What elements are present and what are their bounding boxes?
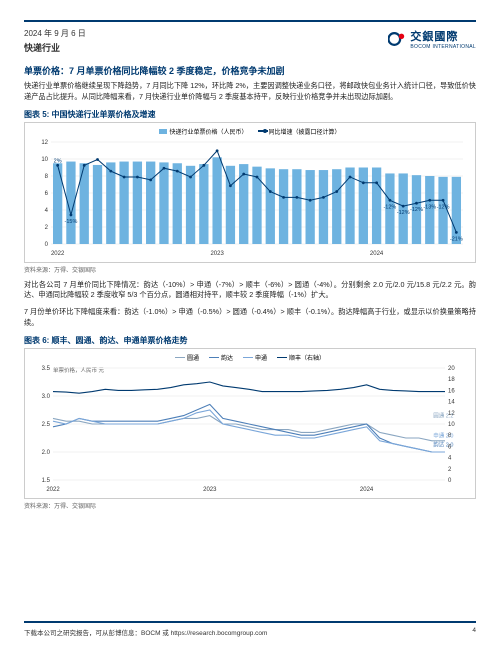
- logo-cn: 交銀國際: [410, 28, 458, 44]
- svg-text:4: 4: [448, 455, 452, 461]
- chart6-source: 资料来源：万得、交银国际: [24, 501, 476, 510]
- para-2: 对比各公司 7 月单价同比下降情况：韵达（-10%）> 申通（-7%）> 顺丰（…: [24, 280, 476, 302]
- para-1: 快递行业单票价格继续呈现下降趋势，7 月同比下降 12%，环比降 2%，主要因调…: [24, 81, 476, 103]
- page: 2024 年 9 月 6 日 快递行业 交銀國際 BOCOM INTERNATI…: [0, 0, 500, 647]
- svg-text:申通 2.0: 申通 2.0: [433, 431, 453, 439]
- svg-text:3.0: 3.0: [42, 394, 51, 400]
- section-title: 单票价格：7 月单票价格同比降幅较 2 季度稳定，价格竞争未加剧: [24, 64, 476, 77]
- chart5-legend-line: 同比增速（披露口径计算）: [258, 127, 341, 136]
- svg-text:-12%: -12%: [397, 210, 410, 216]
- svg-text:圆通 2.2: 圆通 2.2: [433, 411, 453, 419]
- logo: 交銀國際 BOCOM INTERNATIONAL: [388, 28, 476, 50]
- svg-text:-21%: -21%: [450, 236, 463, 242]
- chart5-source: 资料来源：万得、交银国际: [24, 265, 476, 274]
- svg-text:2023: 2023: [210, 251, 224, 257]
- chart5-title: 图表 5: 中国快递行业单票价格及增速: [24, 109, 476, 120]
- svg-text:14: 14: [448, 399, 455, 405]
- chart5-svg: 0246810122%-15%-12%-12%-12%-13%-12%-21%2…: [29, 138, 469, 258]
- svg-text:10: 10: [41, 157, 48, 163]
- footer-text: 下载本公司之研究报告，可从彭博信息：BOCM 或 https://researc…: [24, 627, 267, 637]
- svg-text:0: 0: [45, 242, 49, 248]
- chart6-legend-yd: 韵达: [209, 353, 233, 362]
- chart5-legend: 快递行业单票价格（人民币） 同比增速（披露口径计算）: [29, 127, 471, 136]
- svg-text:3.5: 3.5: [42, 366, 51, 372]
- chart5-legend-bar: 快递行业单票价格（人民币）: [159, 127, 247, 136]
- para-3: 7 月份单价环比下降幅度来看：韵达（-1.0%）> 申通（-0.5%）> 圆通（…: [24, 307, 476, 329]
- svg-text:2.0: 2.0: [42, 450, 51, 456]
- svg-text:2: 2: [45, 225, 49, 231]
- svg-text:2024: 2024: [360, 487, 374, 493]
- svg-text:韵达 2.0: 韵达 2.0: [433, 440, 453, 448]
- svg-text:12: 12: [41, 140, 48, 146]
- svg-text:2022: 2022: [51, 251, 65, 257]
- svg-text:2%: 2%: [54, 158, 62, 164]
- chart6-legend-sf: 顺丰（右轴）: [277, 353, 325, 362]
- chart6-title: 图表 6: 顺丰、圆通、韵达、申通单票价格走势: [24, 335, 476, 346]
- svg-text:-15%: -15%: [65, 218, 78, 224]
- chart6-box: 圆通 韵达 申通 顺丰（右轴） 单票价格，人民币 元 1.5 2.0 2.5 3.0 3.…: [24, 348, 476, 499]
- svg-text:8: 8: [45, 174, 49, 180]
- logo-en: BOCOM INTERNATIONAL: [410, 44, 476, 50]
- svg-text:6: 6: [45, 191, 49, 197]
- svg-text:-12%: -12%: [383, 204, 396, 210]
- svg-text:-12%: -12%: [437, 204, 450, 210]
- page-number: 4: [472, 627, 476, 637]
- header: 2024 年 9 月 6 日 快递行业 交銀國際 BOCOM INTERNATI…: [24, 20, 476, 54]
- svg-text:10: 10: [448, 422, 455, 428]
- svg-text:单票价格，人民币 元: 单票价格，人民币 元: [53, 366, 105, 374]
- svg-text:2: 2: [448, 467, 452, 473]
- svg-text:18: 18: [448, 377, 455, 383]
- svg-text:16: 16: [448, 388, 455, 394]
- industry-title: 快递行业: [24, 41, 86, 54]
- report-date: 2024 年 9 月 6 日: [24, 28, 86, 39]
- svg-text:2023: 2023: [203, 487, 217, 493]
- chart6-legend-st: 申通: [243, 353, 267, 362]
- svg-text:2024: 2024: [370, 251, 384, 257]
- chart5-box: 快递行业单票价格（人民币） 同比增速（披露口径计算） 0 2 4 6 8 10 12 2% -1…: [24, 122, 476, 263]
- svg-text:4: 4: [45, 208, 49, 214]
- svg-text:1.5: 1.5: [42, 478, 51, 484]
- logo-text: 交銀國際 BOCOM INTERNATIONAL: [410, 28, 476, 50]
- chart6-legend: 圆通 韵达 申通 顺丰（右轴）: [29, 353, 471, 362]
- svg-text:-12%: -12%: [410, 207, 423, 213]
- svg-text:0: 0: [448, 478, 452, 484]
- chart6-legend-yt: 圆通: [175, 353, 199, 362]
- chart6-svg: 单票价格，人民币 元1.52.02.53.03.5024681012141618…: [29, 364, 469, 494]
- bocom-logo-icon: [388, 30, 406, 48]
- footer: 下载本公司之研究报告，可从彭博信息：BOCM 或 https://researc…: [24, 621, 476, 637]
- svg-text:20: 20: [448, 366, 455, 372]
- header-left: 2024 年 9 月 6 日 快递行业: [24, 28, 86, 54]
- svg-text:2.5: 2.5: [42, 422, 51, 428]
- svg-text:-13%: -13%: [423, 204, 436, 210]
- svg-text:2022: 2022: [46, 487, 60, 493]
